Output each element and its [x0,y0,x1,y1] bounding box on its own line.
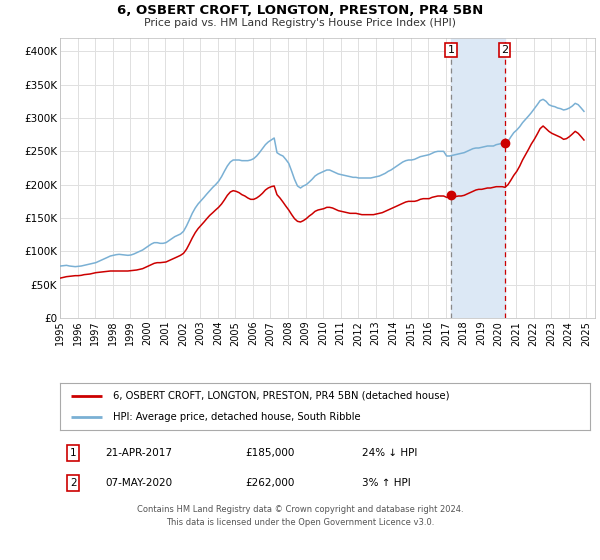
Text: This data is licensed under the Open Government Licence v3.0.: This data is licensed under the Open Gov… [166,518,434,527]
Text: Price paid vs. HM Land Registry's House Price Index (HPI): Price paid vs. HM Land Registry's House … [144,18,456,28]
Text: 2: 2 [70,478,77,488]
Text: 07-MAY-2020: 07-MAY-2020 [105,478,172,488]
Text: £262,000: £262,000 [245,478,295,488]
Bar [451,38,505,318]
Text: £185,000: £185,000 [245,448,295,458]
Text: 21-APR-2017: 21-APR-2017 [105,448,172,458]
Text: Contains HM Land Registry data © Crown copyright and database right 2024.: Contains HM Land Registry data © Crown c… [137,505,463,514]
Text: 1: 1 [70,448,77,458]
Text: 1: 1 [448,45,455,55]
Text: 6, OSBERT CROFT, LONGTON, PRESTON, PR4 5BN: 6, OSBERT CROFT, LONGTON, PRESTON, PR4 5… [117,4,483,17]
Text: 2: 2 [501,45,508,55]
Text: 24% ↓ HPI: 24% ↓ HPI [362,448,418,458]
Text: 3% ↑ HPI: 3% ↑ HPI [362,478,411,488]
Text: HPI: Average price, detached house, South Ribble: HPI: Average price, detached house, Sout… [113,412,361,422]
Text: 6, OSBERT CROFT, LONGTON, PRESTON, PR4 5BN (detached house): 6, OSBERT CROFT, LONGTON, PRESTON, PR4 5… [113,391,449,401]
